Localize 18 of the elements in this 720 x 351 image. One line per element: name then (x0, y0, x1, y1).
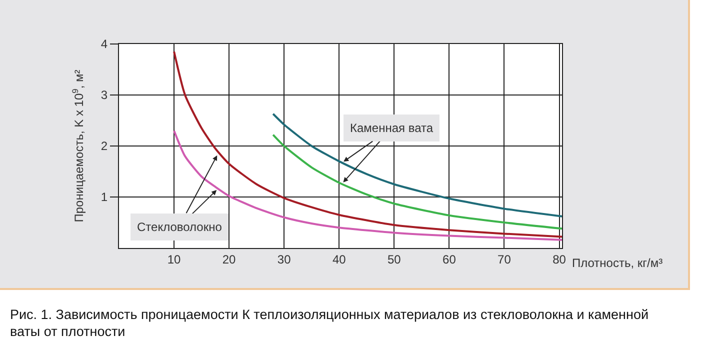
x-axis-title: Плотность, кг/м³ (572, 256, 663, 270)
x-tick-label: 30 (277, 252, 292, 266)
x-tick-label: 40 (332, 252, 346, 266)
annotation: Каменная вата (350, 121, 434, 135)
x-tick-label: 10 (167, 252, 182, 266)
x-tick-label: 70 (498, 252, 512, 266)
x-tick-label: 80 (552, 252, 566, 266)
annotation: Стекловолокно (137, 220, 222, 234)
line-series (272, 134, 562, 230)
y-tick-label: 1 (100, 190, 108, 204)
x-tick-label: 20 (222, 252, 236, 266)
text: Рис. 1. Зависимость проницаемости К теплоизоляционных материалов из стекловолокна и каменной ваты от плотности (10, 306, 650, 340)
y-tick-label: 3 (100, 88, 108, 102)
y-tick-label: 4 (100, 37, 108, 52)
y-tick-label: 2 (100, 139, 108, 154)
line-series (272, 112, 562, 218)
x-tick-label: 60 (442, 252, 456, 266)
x-tick-label: 50 (387, 252, 402, 266)
